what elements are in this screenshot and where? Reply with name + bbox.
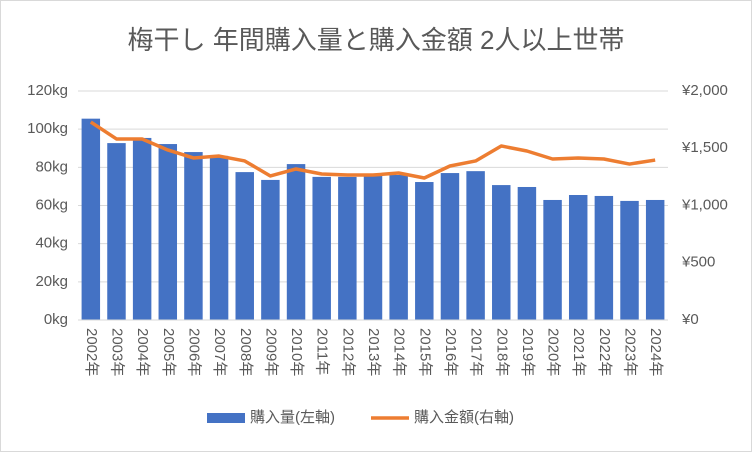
bar — [209, 155, 229, 320]
y-tick-label: 20kg — [35, 273, 68, 290]
bar — [492, 185, 511, 320]
x-tick-label: 2012年 — [339, 328, 356, 376]
x-tick-label: 2014年 — [391, 328, 408, 376]
x-tick-label: 2023年 — [622, 328, 639, 376]
bar — [312, 176, 331, 320]
bar — [568, 195, 588, 320]
x-tick-label: 2021年 — [570, 328, 587, 376]
bar — [543, 199, 562, 320]
x-tick-label: 2011年 — [314, 328, 331, 375]
bar — [415, 182, 434, 320]
x-tick-label: 2015年 — [416, 328, 433, 376]
x-tick-label: 2020年 — [545, 328, 562, 376]
y-tick-label: 120kg — [27, 82, 68, 99]
bar — [261, 179, 280, 320]
legend-label: 購入量(左軸) — [250, 409, 335, 426]
bar — [158, 144, 178, 320]
x-tick-label: 2010年 — [288, 328, 305, 376]
bar — [81, 118, 101, 320]
bar — [594, 195, 614, 320]
bar — [389, 174, 408, 320]
y-tick-label: 80kg — [35, 158, 68, 175]
y-tick-label: 0kg — [44, 311, 68, 328]
bar — [440, 173, 460, 320]
chart-title: 梅干し 年間購入量と購入金額 2人以上世帯 — [128, 25, 625, 55]
x-tick-label: 2022年 — [596, 328, 613, 376]
x-tick-label: 2016年 — [442, 328, 459, 376]
bar — [466, 171, 485, 320]
x-tick-label: 2007年 — [211, 328, 228, 376]
y2-tick-label: ¥500 — [681, 254, 715, 271]
bar — [517, 186, 537, 320]
x-tick-label: 2024年 — [647, 328, 664, 376]
legend-swatch — [207, 413, 245, 423]
y2-tick-label: ¥2,000 — [681, 82, 728, 99]
x-tick-label: 2008年 — [237, 328, 254, 376]
x-tick-label: 2002年 — [83, 328, 100, 376]
x-tick-label: 2013年 — [365, 328, 382, 376]
bar — [286, 164, 306, 320]
bar — [338, 176, 357, 320]
x-tick-label: 2003年 — [109, 328, 126, 376]
x-tick-label: 2019年 — [519, 328, 536, 376]
line — [89, 120, 656, 180]
x-tick-label: 2017年 — [468, 328, 485, 376]
y-tick-label: 40kg — [35, 235, 68, 252]
y2-tick-label: ¥0 — [681, 311, 699, 328]
x-tick-label: 2006年 — [185, 328, 202, 376]
bar — [107, 143, 126, 320]
bar — [132, 137, 152, 320]
x-tick-label: 2018年 — [493, 328, 510, 376]
y2-tick-label: ¥1,000 — [681, 196, 728, 213]
y2-tick-label: ¥1,500 — [681, 139, 728, 156]
y-tick-label: 100kg — [27, 120, 68, 137]
bar — [184, 152, 203, 320]
legend-label: 購入金額(右軸) — [414, 409, 514, 426]
x-tick-label: 2004年 — [134, 328, 151, 376]
bar — [620, 200, 639, 320]
bar — [363, 175, 383, 320]
bar — [235, 172, 254, 320]
x-tick-label: 2009年 — [262, 328, 279, 376]
bar — [645, 199, 665, 320]
x-tick-label: 2005年 — [160, 328, 177, 376]
y-tick-label: 60kg — [35, 196, 68, 213]
